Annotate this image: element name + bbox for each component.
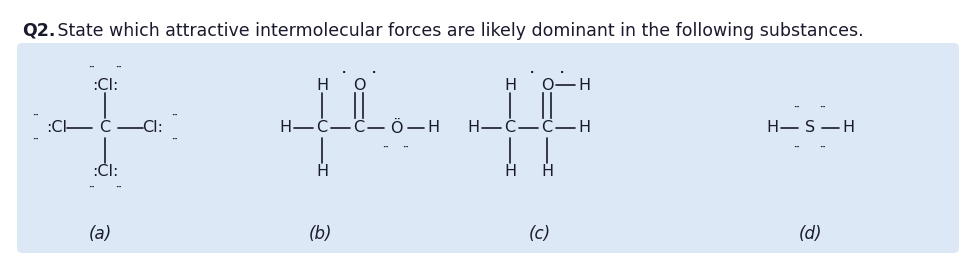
Text: H: H <box>841 120 853 135</box>
Text: ··: ·· <box>171 135 178 144</box>
Text: Q2.: Q2. <box>21 22 56 40</box>
Text: (d): (d) <box>797 225 821 243</box>
Text: O: O <box>353 77 364 93</box>
Text: ··: ·· <box>819 103 826 113</box>
Text: State which attractive intermolecular forces are likely dominant in the followin: State which attractive intermolecular fo… <box>52 22 863 40</box>
Text: C: C <box>504 120 515 135</box>
Text: ··: ·· <box>382 143 389 152</box>
Text: H: H <box>577 77 589 93</box>
Text: ·: · <box>371 68 376 78</box>
Text: C: C <box>317 120 327 135</box>
Text: H: H <box>540 164 553 178</box>
Text: :Cl:: :Cl: <box>92 77 118 93</box>
Text: ·: · <box>559 68 564 78</box>
Text: H: H <box>278 120 291 135</box>
Text: H: H <box>765 120 778 135</box>
Text: H: H <box>503 77 516 93</box>
Text: ··: ·· <box>792 103 799 113</box>
Text: O: O <box>540 77 553 93</box>
Text: C: C <box>541 120 552 135</box>
Text: ··: ·· <box>819 143 826 152</box>
Text: H: H <box>577 120 589 135</box>
Text: ··: ·· <box>114 184 121 193</box>
Text: S: S <box>804 120 814 135</box>
Text: ··: ·· <box>403 143 409 152</box>
Text: ··: ·· <box>89 64 96 73</box>
Text: :Cl:: :Cl: <box>92 164 118 178</box>
Text: H: H <box>316 77 327 93</box>
Text: H: H <box>466 120 479 135</box>
Text: H: H <box>316 164 327 178</box>
Text: ··: ·· <box>89 184 96 193</box>
Text: (b): (b) <box>308 225 331 243</box>
Text: ··: ·· <box>792 143 799 152</box>
Text: C: C <box>100 120 110 135</box>
Text: :Cl: :Cl <box>47 120 67 135</box>
Text: ··: ·· <box>171 111 178 120</box>
Text: ··: ·· <box>31 111 38 120</box>
Text: ··: ·· <box>114 64 121 73</box>
Text: ·: · <box>342 68 346 78</box>
Text: Ö: Ö <box>390 120 402 135</box>
Text: (a): (a) <box>88 225 111 243</box>
Text: ··: ·· <box>31 135 38 144</box>
Text: C: C <box>353 120 364 135</box>
Text: ·: · <box>530 68 533 78</box>
Text: (c): (c) <box>529 225 550 243</box>
Text: H: H <box>503 164 516 178</box>
Text: Cl:: Cl: <box>143 120 163 135</box>
FancyBboxPatch shape <box>17 43 958 253</box>
Text: H: H <box>427 120 439 135</box>
